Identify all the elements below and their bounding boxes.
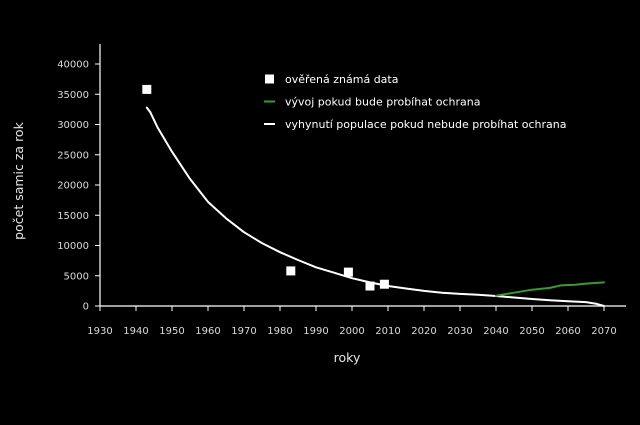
x-tick-label: 2070 (591, 326, 616, 337)
x-tick-label: 2040 (483, 326, 508, 337)
y-tick-label: 10000 (57, 241, 89, 252)
x-tick-label: 2000 (339, 326, 364, 337)
y-tick-label: 15000 (57, 211, 89, 222)
x-tick-label: 1990 (303, 326, 328, 337)
y-tick-label: 5000 (64, 271, 89, 282)
x-tick-label: 1940 (123, 326, 148, 337)
legend: ověřená známá data vývoj pokud bude probí… (264, 73, 567, 131)
x-tick-label: 2050 (519, 326, 544, 337)
x-tick-label: 2060 (555, 326, 580, 337)
y-tick-label: 35000 (57, 90, 89, 101)
x-tick-label: 1960 (195, 326, 220, 337)
y-tick-label: 20000 (57, 181, 89, 192)
legend-label-known: ověřená známá data (285, 73, 398, 86)
data-point-known (379, 279, 389, 289)
x-axis-title: roky (334, 350, 361, 365)
x-tick-label: 1950 (159, 326, 184, 337)
series-line-extinction (145, 106, 605, 307)
y-tick-label: 40000 (57, 60, 89, 71)
data-point-known (365, 281, 375, 291)
series-line-protection (495, 281, 605, 297)
legend-label-extinction: vyhynutí populace pokud nebude probíhat … (285, 118, 567, 131)
data-point-known (142, 84, 152, 94)
x-tick-label: 2010 (375, 326, 400, 337)
data-point-known (343, 267, 353, 277)
x-tick-label: 2020 (411, 326, 436, 337)
x-tick-label: 1970 (231, 326, 256, 337)
legend-label-protection: vývoj pokud bude probíhat ochrana (285, 96, 481, 109)
y-tick-label: 30000 (57, 120, 89, 131)
axes: 0 5000 10000 15000 20000 25000 30000 35000 40000… (57, 44, 626, 337)
y-tick-label: 0 (83, 302, 89, 313)
y-tick-label: 25000 (57, 150, 89, 161)
x-tick-label: 1930 (87, 326, 112, 337)
plot-area (142, 84, 605, 307)
y-axis-title: počet samic za rok (11, 121, 26, 239)
legend-marker-known (265, 74, 274, 84)
data-point-known (286, 266, 296, 276)
x-tick-label: 1980 (267, 326, 292, 337)
x-tick-label: 2030 (447, 326, 472, 337)
